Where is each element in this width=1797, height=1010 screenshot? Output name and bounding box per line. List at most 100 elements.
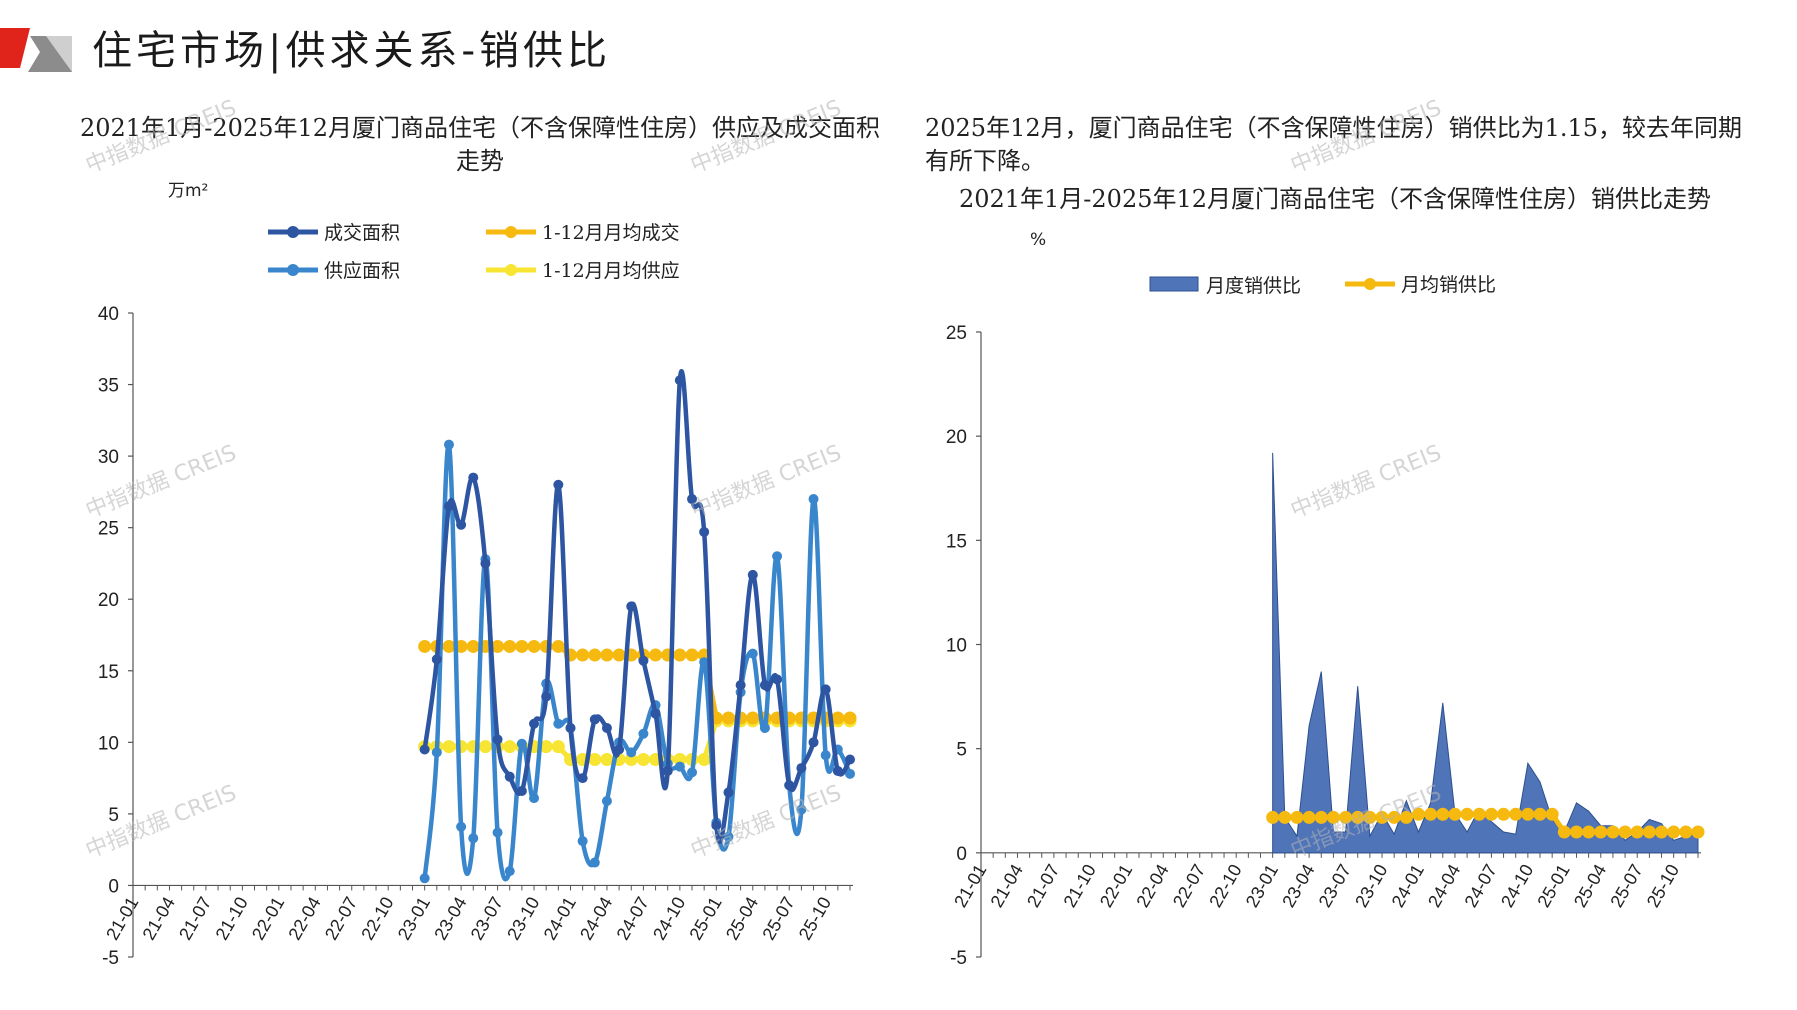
avg-supply-point [503,740,517,754]
deal-area-point [541,691,552,702]
supply-area-point [674,761,685,772]
c1-avg-supply-legend-marker [505,264,517,276]
deal-area-point [784,780,795,791]
deal-area-point [832,765,843,776]
c2-x-tick-label: 21-07 [1023,861,1063,911]
supply-area-point [699,657,710,668]
deal-area-point [808,737,819,748]
avg-ratio-point [1667,825,1681,839]
c1-y-tick-label: 30 [98,447,119,468]
c2-y-tick-label: 0 [956,844,967,865]
avg-ratio-point [1497,807,1511,821]
supply-area-point [723,831,734,842]
deal-area-point [456,519,467,530]
supply-area-point [601,796,612,807]
c2-x-tick-label: 22-01 [1096,861,1136,911]
supply-area-point [516,738,527,749]
avg-ratio-point [1278,810,1292,824]
c1-y-tick-label: -5 [102,948,119,969]
c2-y-tick-label: -5 [950,948,967,969]
supply-area-point [419,873,430,884]
c2-x-tick-label: 25-04 [1570,861,1610,911]
avg-ratio-point [1533,807,1547,821]
supply-area-point [443,439,454,450]
deal-area-point [687,494,698,505]
chart1-unit: 万m² [168,181,209,201]
chart2-unit: % [1030,230,1047,250]
c1-y-tick-label: 20 [98,590,119,611]
c1-y-tick-label: 0 [108,876,119,897]
c1-avg-deal-legend-marker [505,226,517,238]
c2-y-tick-label: 25 [946,323,967,344]
deal-area-point [492,734,503,745]
summary-text: 2025年12月，厦门商品住宅（不含保障性住房）销供比为1.15，较去年同期有所… [925,114,1743,175]
deal-area-point [747,569,758,580]
supply-area-point [687,767,698,778]
supply-area-point [638,728,649,739]
avg-ratio-point [1375,810,1389,824]
supply-area-point [431,747,442,758]
c1-avg-supply-legend-label: 1-12月月均供应 [542,260,680,282]
logo-red-shape [0,28,30,68]
avg-deal-point [649,648,663,662]
avg-deal-point [466,639,480,653]
supply-area-point [529,793,540,804]
avg-deal-point [588,648,602,662]
avg-deal-point [515,639,529,653]
deal-area-point [796,763,807,774]
avg-ratio-point [1290,810,1304,824]
c1-y-tick-label: 15 [98,662,119,683]
logo-light-shape [46,36,72,72]
deal-area-point [614,744,625,755]
c1-y-tick-label: 40 [98,304,119,325]
avg-deal-point [576,648,590,662]
supply-area-point [747,648,758,659]
deal-area-point [626,601,637,612]
deal-area-point [565,723,576,734]
c2-x-tick-label: 25-10 [1643,861,1683,911]
supply-area-point [468,833,479,844]
supply-area-point [456,821,467,832]
avg-supply-point [636,753,650,767]
c1-y-tick-label: 35 [98,376,119,397]
avg-deal-point [721,711,735,725]
c1-y-tick-label: 10 [98,733,119,754]
avg-deal-point [831,711,845,725]
avg-ratio-point [1460,807,1474,821]
c2-y-tick-label: 15 [946,531,967,552]
c2-x-tick-label: 21-10 [1059,861,1099,911]
c2-avg-legend-label: 月均销供比 [1401,274,1496,296]
avg-ratio-point [1436,807,1450,821]
avg-ratio-point [1655,825,1669,839]
c2-x-tick-label: 24-07 [1461,861,1501,911]
c2-x-tick-label: 22-10 [1205,861,1245,911]
c1-supply-legend-marker [287,264,299,276]
deal-area-point [480,558,491,569]
avg-ratio-point [1472,807,1486,821]
avg-deal-point [551,639,565,653]
avg-ratio-point [1521,807,1535,821]
avg-ratio-point [1630,825,1644,839]
supply-area-point [626,747,637,758]
avg-ratio-point [1424,807,1438,821]
c2-ratio-legend-label: 月度销供比 [1206,275,1301,297]
supply-area-point [492,827,503,838]
avg-deal-point [418,639,432,653]
c2-y-tick-label: 20 [946,427,967,448]
page-title: 住宅市场|供求关系-销供比 [92,28,611,74]
avg-deal-point [491,639,505,653]
avg-ratio-point [1326,810,1340,824]
avg-supply-point [624,753,638,767]
avg-ratio-point [1387,810,1401,824]
avg-ratio-point [1448,807,1462,821]
avg-deal-point [442,639,456,653]
deal-area-point [820,684,831,695]
avg-supply-point [673,753,687,767]
avg-ratio-point [1618,825,1632,839]
c1-deal-legend-label: 成交面积 [324,222,400,244]
deal-area-point [553,479,564,490]
deal-area-point [759,680,770,691]
supply-area-point [845,768,855,779]
c2-x-tick-label: 25-01 [1533,861,1573,911]
